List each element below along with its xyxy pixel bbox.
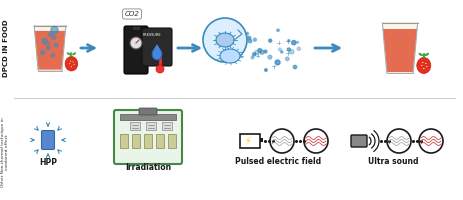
- Bar: [130, 122, 140, 130]
- Ellipse shape: [69, 63, 70, 64]
- Circle shape: [419, 129, 443, 153]
- Ellipse shape: [422, 62, 424, 63]
- Circle shape: [275, 60, 280, 65]
- Circle shape: [278, 48, 282, 51]
- Circle shape: [51, 26, 58, 34]
- Text: Irradiation: Irradiation: [125, 163, 171, 172]
- Ellipse shape: [425, 63, 426, 64]
- Circle shape: [288, 40, 290, 42]
- Text: DPCD IN FOOD: DPCD IN FOOD: [3, 19, 9, 77]
- Ellipse shape: [67, 52, 71, 55]
- FancyBboxPatch shape: [42, 130, 55, 150]
- Circle shape: [270, 129, 294, 153]
- Ellipse shape: [220, 49, 240, 63]
- Polygon shape: [383, 29, 417, 72]
- Ellipse shape: [71, 66, 72, 67]
- Bar: [120, 134, 128, 148]
- Circle shape: [203, 18, 247, 62]
- Circle shape: [289, 50, 294, 54]
- Circle shape: [268, 55, 272, 59]
- Ellipse shape: [423, 68, 425, 69]
- Polygon shape: [35, 31, 65, 70]
- Circle shape: [260, 50, 264, 54]
- Circle shape: [292, 40, 296, 45]
- Text: ⚡: ⚡: [244, 136, 251, 146]
- Circle shape: [248, 36, 251, 39]
- Ellipse shape: [426, 66, 427, 67]
- Circle shape: [286, 57, 289, 61]
- Circle shape: [254, 50, 259, 55]
- Circle shape: [51, 35, 56, 39]
- Bar: [132, 26, 140, 30]
- Circle shape: [41, 50, 45, 55]
- Polygon shape: [382, 23, 418, 73]
- Circle shape: [264, 50, 267, 53]
- Circle shape: [258, 49, 262, 52]
- Text: PRESSURE: PRESSURE: [143, 33, 161, 37]
- Text: CO2: CO2: [125, 11, 139, 17]
- Circle shape: [130, 37, 142, 49]
- Polygon shape: [34, 25, 66, 71]
- Ellipse shape: [425, 53, 429, 56]
- Bar: [132, 134, 140, 148]
- Circle shape: [48, 33, 52, 36]
- Ellipse shape: [421, 65, 423, 66]
- FancyBboxPatch shape: [124, 26, 148, 74]
- Ellipse shape: [216, 33, 234, 47]
- Circle shape: [269, 39, 272, 42]
- Circle shape: [156, 65, 164, 73]
- Ellipse shape: [152, 48, 162, 60]
- Circle shape: [42, 38, 47, 44]
- Circle shape: [251, 56, 254, 59]
- Bar: [162, 122, 172, 130]
- FancyBboxPatch shape: [114, 110, 182, 164]
- Circle shape: [297, 41, 299, 43]
- Ellipse shape: [70, 61, 71, 62]
- Text: Other Non-thermal technique in
combined effect: Other Non-thermal technique in combined …: [1, 117, 9, 187]
- Bar: [144, 134, 152, 148]
- Bar: [156, 134, 164, 148]
- Polygon shape: [154, 44, 160, 49]
- Circle shape: [248, 39, 252, 43]
- Circle shape: [304, 129, 328, 153]
- Circle shape: [252, 53, 256, 56]
- Text: Ultra sound: Ultra sound: [368, 157, 418, 166]
- Circle shape: [281, 51, 283, 53]
- Bar: [120, 114, 176, 120]
- Bar: [146, 122, 156, 130]
- Circle shape: [287, 48, 290, 51]
- Circle shape: [246, 32, 249, 35]
- Bar: [260, 138, 263, 142]
- Ellipse shape: [419, 53, 423, 56]
- Circle shape: [55, 44, 58, 47]
- Circle shape: [253, 38, 257, 41]
- Text: Pulsed electric field: Pulsed electric field: [235, 157, 321, 166]
- FancyBboxPatch shape: [139, 108, 157, 115]
- Ellipse shape: [74, 64, 75, 65]
- Ellipse shape: [44, 41, 51, 46]
- Circle shape: [46, 46, 50, 50]
- FancyBboxPatch shape: [240, 134, 260, 148]
- Circle shape: [294, 65, 297, 69]
- Circle shape: [387, 129, 411, 153]
- Ellipse shape: [65, 57, 78, 71]
- Ellipse shape: [72, 52, 76, 55]
- Bar: [168, 134, 176, 148]
- Circle shape: [265, 69, 267, 71]
- Circle shape: [277, 29, 279, 31]
- FancyBboxPatch shape: [142, 28, 172, 66]
- Circle shape: [297, 47, 300, 50]
- Text: HPP: HPP: [39, 158, 57, 167]
- FancyBboxPatch shape: [351, 135, 367, 147]
- Circle shape: [51, 53, 55, 57]
- Ellipse shape: [417, 58, 431, 73]
